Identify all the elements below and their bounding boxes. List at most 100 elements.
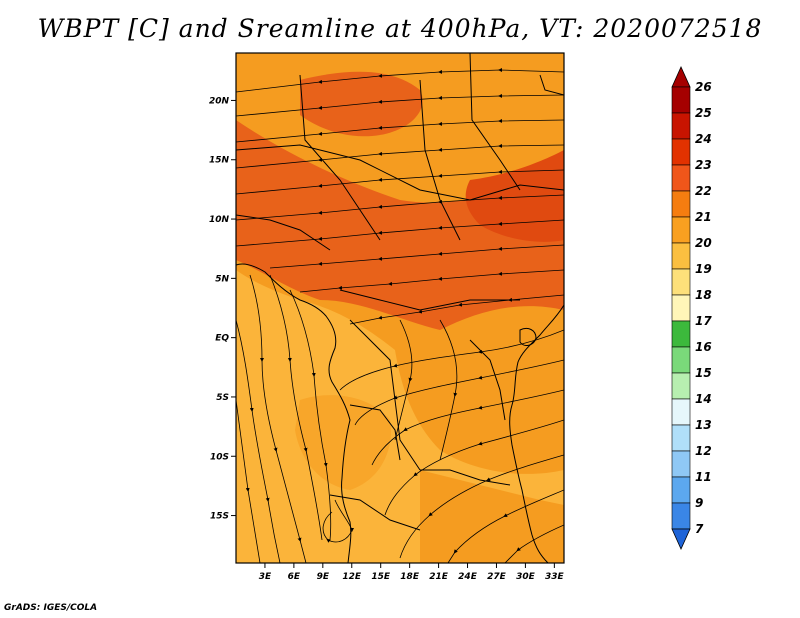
- latitude-axis: 20N 15N 10N 5N EQ 5S 10S 15S: [209, 96, 236, 522]
- streamline: [339, 329, 564, 391]
- lon-tick-label: 18E: [400, 572, 420, 582]
- colorbar-label: 7: [695, 522, 704, 536]
- colorbar-label: 21: [695, 210, 712, 224]
- border-4: [469, 53, 521, 191]
- colorbar-swatch: [671, 398, 691, 426]
- map-plot-area: [236, 53, 564, 563]
- colorbar-label: 14: [695, 392, 712, 406]
- streamline: [236, 194, 564, 221]
- streamline: [236, 93, 564, 117]
- footer-credit: GrADS: IGES/COLA: [4, 603, 98, 613]
- streamline: [236, 319, 281, 563]
- colorbar-label: 15: [695, 366, 712, 380]
- colorbar-label: 13: [695, 418, 712, 432]
- colorbar-label: 23: [695, 158, 712, 172]
- colorbar-label: 24: [695, 132, 712, 146]
- streamline: [439, 319, 458, 461]
- colorbar-swatch: [671, 138, 691, 166]
- lon-tick-label: 15E: [371, 572, 391, 582]
- streamline: [269, 274, 323, 541]
- colorbar-swatch: [671, 164, 691, 192]
- lat-tick-label: 5S: [216, 393, 229, 403]
- streamline: [236, 118, 564, 143]
- border-1: [236, 144, 564, 201]
- longitude-axis: 3E 6E 9E 12E 15E 18E 21E 24E 27E 30E 33E: [259, 563, 565, 582]
- lat-tick-label: 15S: [210, 512, 229, 522]
- colorbar-swatch: [671, 320, 691, 348]
- streamline: [354, 359, 564, 426]
- colorbar-label: 19: [695, 262, 712, 276]
- colorbar-swatch: [671, 268, 691, 296]
- colorbar-label: 20: [695, 236, 712, 250]
- coastline-west: [236, 263, 352, 563]
- lat-tick-label: 10N: [209, 215, 230, 225]
- lon-tick-label: 21E: [429, 572, 449, 582]
- colorbar-label: 11: [695, 470, 712, 484]
- colorbar-label: 22: [695, 184, 712, 198]
- colorbar-swatch: [671, 86, 691, 114]
- colorbar-label: 18: [695, 288, 712, 302]
- lat-tick-label: 5N: [215, 274, 229, 284]
- colorbar-swatch: [671, 242, 691, 270]
- coastline-east: [509, 304, 564, 563]
- streamline: [399, 454, 564, 559]
- streamline: [236, 169, 564, 195]
- field-region-hot: [465, 150, 564, 242]
- colorbar-swatch: [671, 450, 691, 478]
- lat-tick-label: 15N: [209, 156, 230, 166]
- lon-tick-label: 9E: [317, 572, 330, 582]
- lake-victoria: [519, 327, 537, 346]
- streamline: [371, 389, 564, 466]
- colorbar-label: 16: [695, 340, 712, 354]
- lat-tick-label: EQ: [215, 334, 229, 344]
- colorbar-top-arrow: [671, 66, 691, 88]
- lon-tick-label: 12E: [342, 572, 362, 582]
- colorbar-swatch: [671, 372, 691, 400]
- colorbar-swatch: [671, 216, 691, 244]
- colorbar-swatch: [671, 424, 691, 452]
- streamline: [236, 399, 261, 563]
- border-6: [349, 319, 421, 471]
- streamline: [299, 269, 564, 293]
- map-frame: [235, 52, 565, 564]
- streamline: [236, 67, 564, 93]
- streamline: [349, 294, 564, 325]
- streamline: [447, 489, 564, 563]
- colorbar-label: 25: [695, 106, 712, 120]
- streamline: [504, 524, 564, 563]
- colorbar-swatch: [671, 294, 691, 322]
- colorbar-label: 26: [695, 80, 712, 94]
- colorbar-label: 12: [695, 444, 712, 458]
- streamline: [394, 319, 413, 441]
- streamlines: [236, 67, 564, 563]
- lat-tick-label: 20N: [209, 96, 230, 106]
- lon-tick-label: 24E: [458, 572, 478, 582]
- border-12: [539, 74, 564, 96]
- colorbar-label: 17: [695, 314, 712, 328]
- streamline: [289, 289, 332, 541]
- colorbar-swatch: [671, 190, 691, 218]
- lon-tick-label: 3E: [259, 572, 272, 582]
- streamline: [269, 244, 564, 269]
- lat-tick-label: 10S: [210, 452, 229, 462]
- streamline: [384, 419, 564, 516]
- lon-tick-label: 6E: [288, 572, 301, 582]
- border-10: [236, 214, 331, 251]
- lon-tick-label: 33E: [545, 572, 565, 582]
- streamline: [322, 499, 355, 543]
- colorbar-label: 9: [695, 496, 703, 510]
- streamline: [236, 143, 564, 169]
- colorbar-swatch: [671, 112, 691, 140]
- colorbar-bottom-arrow: [671, 528, 691, 550]
- map-title: WBPT [C] and Sreamline at 400hPa, VT: 20…: [37, 14, 763, 43]
- streamline: [236, 219, 564, 247]
- colorbar-swatch: [671, 346, 691, 374]
- colorbar-swatch: [671, 502, 691, 530]
- border-9: [329, 494, 421, 531]
- border-7: [349, 404, 401, 461]
- lon-tick-label: 27E: [487, 572, 507, 582]
- lon-tick-label: 30E: [516, 572, 536, 582]
- colorbar: 26 25 24 23 22 21 20 19 18 17 16 15 14 13 12 11 9 7: [671, 66, 712, 550]
- colorbar-swatch: [671, 476, 691, 504]
